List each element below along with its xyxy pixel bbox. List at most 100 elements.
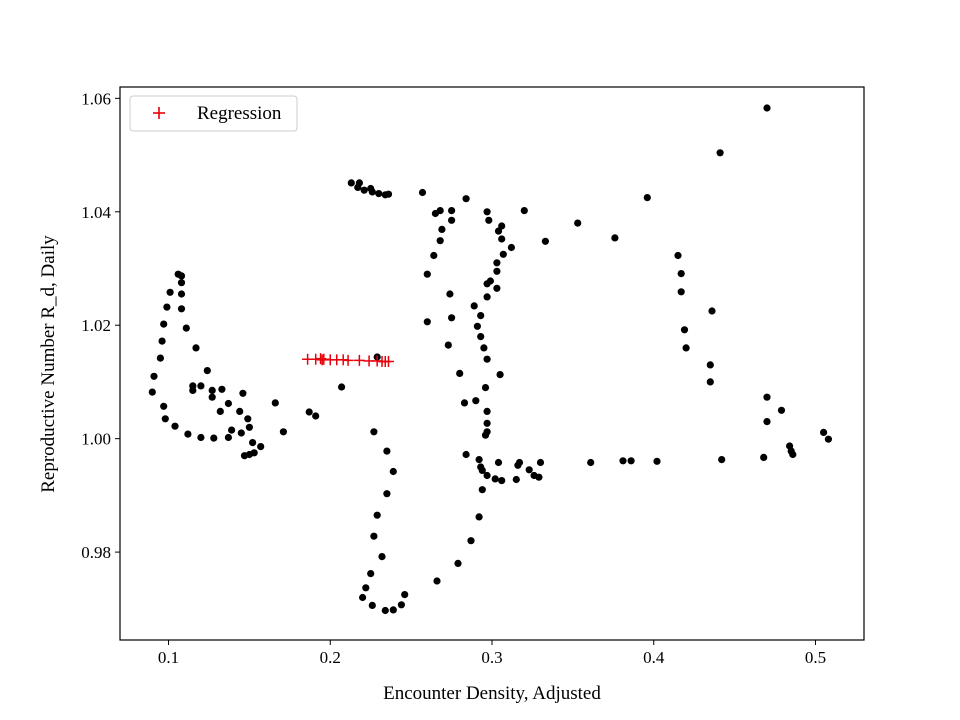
legend: Regression <box>129 95 298 132</box>
data-point <box>820 428 828 436</box>
data-point <box>499 250 507 258</box>
x-axis-label: Encounter Density, Adjusted <box>383 683 601 704</box>
data-point <box>478 486 486 494</box>
data-point <box>279 428 287 436</box>
data-point <box>354 183 362 191</box>
data-point <box>680 326 689 334</box>
data-point <box>249 439 257 447</box>
data-point <box>397 601 405 609</box>
data-point <box>541 237 550 245</box>
data-point <box>208 393 216 401</box>
data-point <box>456 369 464 377</box>
data-point <box>370 428 378 436</box>
data-point <box>514 461 522 469</box>
data-point <box>498 235 506 243</box>
data-point <box>192 344 200 352</box>
data-point <box>472 397 480 405</box>
data-point <box>305 408 313 416</box>
data-point <box>156 354 164 362</box>
data-point <box>507 243 515 252</box>
data-point <box>448 216 456 224</box>
data-point <box>423 270 431 278</box>
data-point <box>475 513 483 521</box>
data-point <box>716 149 724 157</box>
data-point <box>530 471 538 480</box>
data-point <box>362 584 370 592</box>
y-tick-label: 1.02 <box>81 316 111 335</box>
data-point <box>210 434 218 442</box>
data-point <box>682 344 690 352</box>
data-point <box>619 457 627 465</box>
data-point <box>477 463 485 471</box>
data-point <box>160 402 168 410</box>
x-tick-label: 0.5 <box>805 648 826 667</box>
data-point <box>378 553 386 561</box>
data-point <box>574 219 582 227</box>
data-point <box>483 428 491 436</box>
x-tick-label: 0.4 <box>643 648 665 667</box>
data-point <box>481 384 490 392</box>
data-point <box>763 104 771 112</box>
data-point <box>182 324 190 332</box>
x-tick-label: 0.3 <box>481 648 502 667</box>
data-point <box>312 412 320 420</box>
data-point <box>824 435 833 443</box>
data-point <box>436 237 444 245</box>
regression-point <box>353 354 365 366</box>
data-point <box>197 433 205 442</box>
data-point <box>483 419 491 427</box>
data-point <box>674 251 682 260</box>
legend-plus-icon <box>153 107 165 119</box>
x-tick-label: 0.2 <box>320 648 341 667</box>
data-point <box>433 577 441 585</box>
data-point <box>454 559 462 568</box>
data-point <box>383 490 391 498</box>
data-point <box>239 389 247 397</box>
data-point <box>257 443 265 451</box>
data-point <box>368 601 376 610</box>
data-point <box>244 415 252 423</box>
data-point <box>163 303 171 311</box>
data-point <box>462 195 470 203</box>
data-point <box>448 314 456 322</box>
data-point <box>184 430 192 438</box>
data-point <box>148 388 156 396</box>
data-point <box>493 284 501 292</box>
data-point <box>763 418 771 426</box>
data-point <box>224 433 232 442</box>
y-tick-label: 1.04 <box>81 203 111 222</box>
legend-label: Regression <box>197 103 282 124</box>
data-point <box>473 322 481 330</box>
data-point <box>423 318 431 326</box>
data-point <box>483 355 491 363</box>
data-point <box>491 475 499 483</box>
data-point <box>677 288 685 296</box>
data-point <box>706 361 714 369</box>
data-point <box>706 378 714 386</box>
data-point <box>375 190 383 198</box>
data-point <box>359 593 367 602</box>
legend-box <box>129 95 298 132</box>
data-point <box>611 234 619 242</box>
x-tick-label: 0.1 <box>158 648 179 667</box>
data-point <box>236 407 244 415</box>
data-point <box>520 207 528 215</box>
data-point <box>367 570 375 578</box>
data-point <box>360 186 368 194</box>
data-point <box>483 208 491 216</box>
data-point <box>389 606 397 614</box>
data-point <box>224 399 232 408</box>
data-point <box>161 415 169 423</box>
y-axis-label: Reproductive Number R_d, Daily <box>38 235 59 493</box>
y-tick-label: 1.00 <box>81 430 111 449</box>
data-point <box>166 288 174 296</box>
data-point <box>677 270 685 278</box>
data-point <box>760 453 768 461</box>
data-point <box>460 399 469 407</box>
data-point <box>384 190 393 198</box>
data-point <box>177 305 186 313</box>
axis-ticks: 0.1 0.2 0.3 0.4 0.5 0.98 1.00 1.02 1.04 1.06 <box>81 89 826 667</box>
data-point <box>203 367 211 375</box>
data-point <box>160 320 168 328</box>
